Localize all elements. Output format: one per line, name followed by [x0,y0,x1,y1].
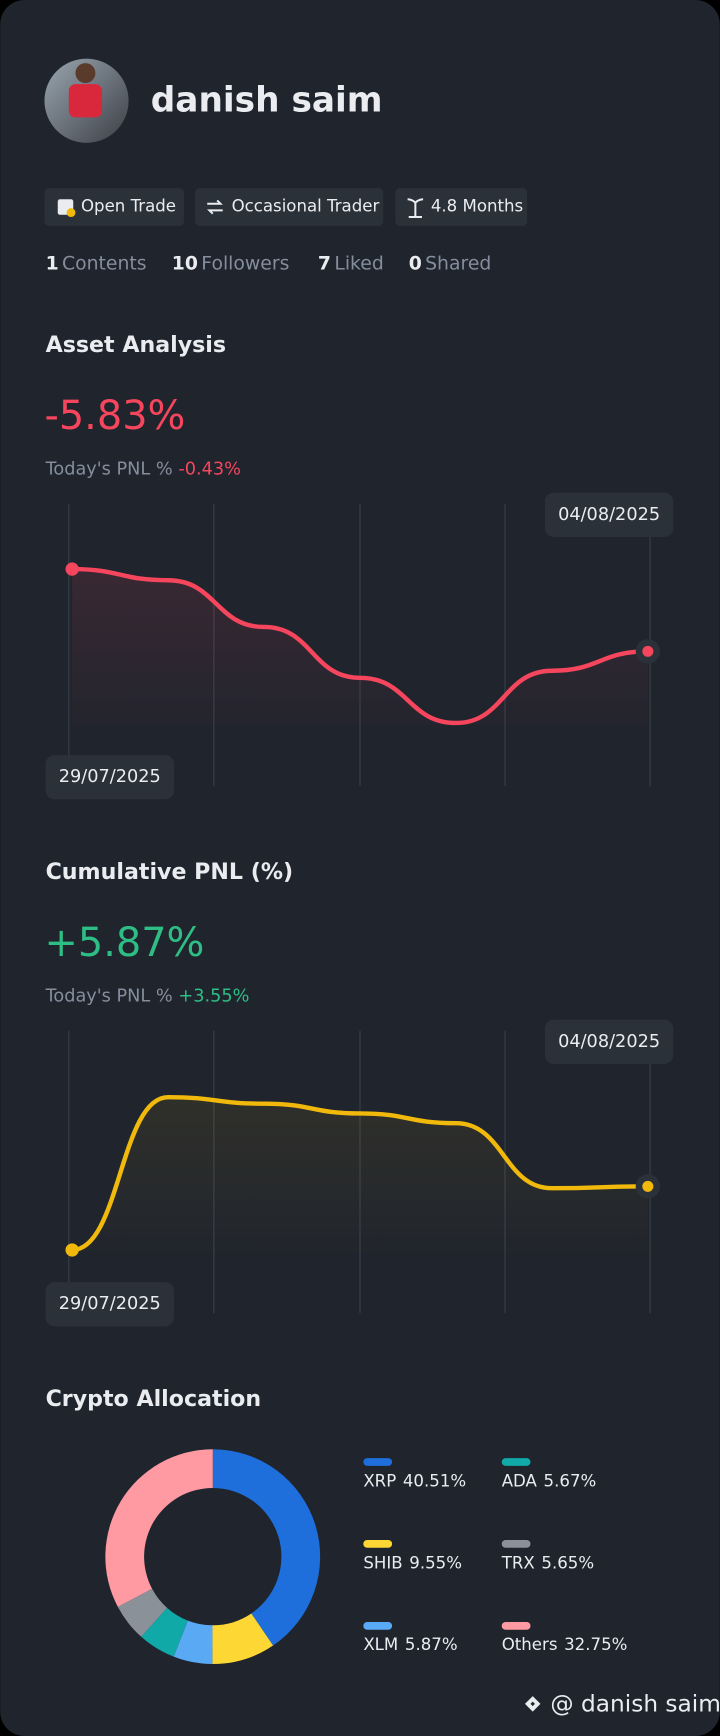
stat-label: Followers [201,253,289,274]
date-badge [45,755,175,800]
section-title: Cumulative PNL (%) [46,859,294,885]
legend-value: 40.51% [403,1471,466,1490]
tag-icon [207,199,223,215]
today-label: Today's PNL % [45,459,173,479]
section-title: Asset Analysis [46,332,226,358]
donut-chart: XRP 40.51% SHIB 9.55% XLM 5.87% ADA 5.67% TRX 5.6… [105,1449,628,1665]
legend-name: SHIB [363,1553,402,1572]
stat-label: Shared [425,253,491,274]
today-label: Today's PNL % [45,986,173,1006]
tag [44,188,184,226]
legend-swatch [363,1458,393,1466]
legend-name: XLM [363,1635,398,1654]
start-point [65,562,79,576]
tag [395,188,528,226]
stat: 7 Liked [318,253,384,274]
line [69,1094,651,1253]
legend-name: TRX [501,1553,535,1572]
end-point [642,1180,654,1192]
stat-value: 1 [46,253,59,274]
stat-value: 10 [172,253,198,274]
stats-row: 1 Contents 10 Followers 7 Liked 0 Shared [46,253,492,274]
end-date: 04/08/2025 [558,1032,660,1052]
stat: 10 Followers [172,253,290,274]
date-badge [45,1282,175,1327]
avatar-head [75,63,96,84]
asset-chart: 04/08/2025 29/07/2025 [45,492,674,800]
legend-swatch [501,1621,531,1630]
footer-logo [524,1696,541,1712]
tag [195,188,384,226]
tag-text: Occasional Trader [232,197,380,216]
start-date: 29/07/2025 [59,767,161,787]
tag-text: 4.8 Months [431,197,523,216]
area [72,569,648,726]
today-pnl: Today's PNL % +3.55% [45,986,250,1006]
stat-value: 0 [409,253,422,274]
donut-segment [117,1588,168,1637]
today-value: -0.43% [178,459,241,479]
cumulative-chart: 04/08/2025 29/07/2025 [45,1019,674,1327]
legend-value: 9.55% [409,1553,462,1572]
area [72,1097,648,1253]
tag-text: Open Trade [81,197,176,216]
today-value: +3.55% [178,986,249,1006]
end-point [642,645,654,657]
today-pnl: Today's PNL % -0.43% [45,459,241,479]
tag-icon [407,198,424,218]
tag-icon-badge [66,208,76,217]
user-name: danish saim [151,80,383,120]
donut-segment [173,1620,213,1665]
legend-value: 32.75% [564,1635,627,1654]
start-point [65,1243,79,1257]
stat: 1 Contents [46,253,147,274]
avatar-figure [68,84,103,118]
line [69,566,651,726]
legend-entry: SHIB 9.55% [363,1553,462,1572]
legend-swatch [363,1540,393,1548]
legend-swatch [363,1621,393,1630]
end-date: 04/08/2025 [558,505,660,525]
donut-segment [105,1449,213,1607]
big-value: +5.87% [44,920,204,966]
legend-entry: XRP 40.51% [363,1471,466,1490]
legend-entry: ADA 5.67% [502,1471,597,1490]
date-badge [544,492,674,537]
legend-name: ADA [502,1471,538,1490]
legend-swatch [501,1540,531,1548]
stat: 0 Shared [409,253,492,274]
stat-value: 7 [318,253,331,274]
stat-label: Contents [62,253,147,274]
date-badge [544,1019,674,1064]
legend-name: XRP [363,1471,396,1490]
legend-entry: TRX 5.65% [501,1553,594,1572]
donut-segment [141,1607,188,1657]
start-date: 29/07/2025 [59,1294,161,1314]
donut-segment [212,1449,321,1646]
legend-value: 5.67% [544,1471,597,1490]
donut-segment [212,1613,274,1665]
legend-value: 5.65% [541,1553,594,1572]
legend-swatch [501,1458,531,1466]
legend-value: 5.87% [405,1635,458,1654]
legend-entry: XLM 5.87% [363,1635,457,1654]
stat-label: Liked [334,253,383,274]
footer-handle: @ danish saim [550,1691,720,1718]
legend-entry: Others 32.75% [502,1635,628,1654]
legend-name: Others [502,1635,558,1654]
section-title: Crypto Allocation [46,1386,262,1412]
big-value: -5.83% [44,393,185,439]
